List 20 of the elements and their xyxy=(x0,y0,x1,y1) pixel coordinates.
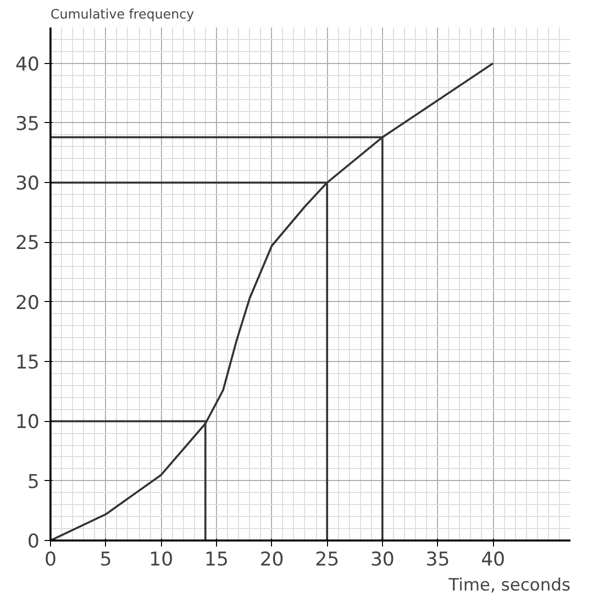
y-tick-label: 5 xyxy=(27,470,40,493)
y-tick-label: 0 xyxy=(27,530,40,552)
y-tick-label: 15 xyxy=(15,352,40,374)
x-tick-label: 0 xyxy=(44,548,57,570)
y-tick-label: 25 xyxy=(15,232,40,254)
y-axis-title: Cumulative frequency xyxy=(50,8,194,22)
x-tick-label: 10 xyxy=(149,548,174,570)
x-tick-label: 25 xyxy=(315,548,340,570)
y-tick-label: 20 xyxy=(15,292,40,314)
x-tick-label: 35 xyxy=(426,548,450,570)
y-tick-label: 30 xyxy=(15,172,40,195)
y-tick-label: 35 xyxy=(15,112,40,135)
x-tick-label: 15 xyxy=(204,548,229,570)
y-tick-label: 40 xyxy=(15,53,40,76)
x-tick-label: 5 xyxy=(100,548,112,570)
x-tick-label: 30 xyxy=(370,548,395,570)
x-tick-label: 20 xyxy=(260,548,284,570)
x-tick-label: 40 xyxy=(480,548,506,570)
x-axis-title: Time, seconds xyxy=(448,576,571,596)
y-tick-label: 10 xyxy=(15,411,40,434)
